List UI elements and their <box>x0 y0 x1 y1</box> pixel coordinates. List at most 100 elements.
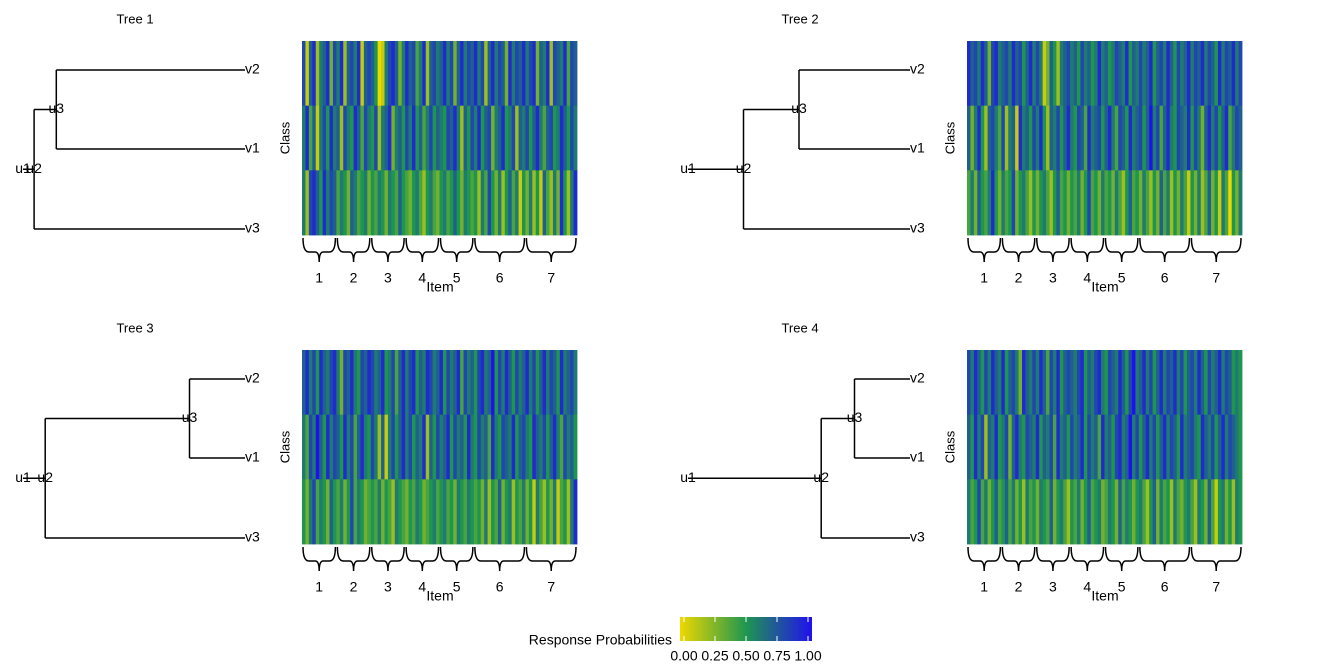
heatmap-cell <box>336 479 341 545</box>
heatmap-cell <box>339 105 344 171</box>
heatmap-cell <box>360 350 365 416</box>
heatmap-cell <box>539 350 544 416</box>
heatmap-cell <box>1145 105 1150 171</box>
heatmap-cell <box>559 414 564 480</box>
heatmap-cell <box>418 41 423 107</box>
heatmap-cell <box>412 414 416 480</box>
heatmap-cell <box>1056 105 1061 171</box>
heatmap-cell <box>559 105 564 171</box>
heatmap-cell <box>1022 41 1026 107</box>
heatmap-cell <box>308 170 313 236</box>
heatmap-cell <box>1183 414 1188 480</box>
heatmap-cell <box>384 350 389 416</box>
heatmap-cell <box>1104 105 1109 171</box>
node-label: u1 <box>15 469 31 485</box>
heatmap-cell <box>453 105 458 171</box>
heatmap-cell <box>546 350 550 416</box>
item-brace <box>525 546 577 572</box>
heatmap-cell <box>1187 479 1191 545</box>
heatmap-cell <box>436 414 440 480</box>
heatmap-cell <box>1001 170 1006 236</box>
heatmap-cell <box>1214 479 1219 545</box>
heatmap-cell <box>1032 350 1037 416</box>
heatmap-cell <box>967 105 971 171</box>
heatmap-cell <box>1001 479 1006 545</box>
heatmap-cell <box>436 479 440 545</box>
heatmap-cell <box>391 414 396 480</box>
heatmap-cell <box>412 479 416 545</box>
heatmap-cell <box>1180 414 1184 480</box>
heatmap-cell <box>977 350 982 416</box>
heatmap-cell <box>332 350 337 416</box>
item-label: 5 <box>453 579 461 595</box>
heatmap-cell <box>319 479 324 545</box>
heatmap-cell <box>1173 414 1178 480</box>
heatmap-cell <box>332 41 337 107</box>
heatmap-cell <box>370 479 375 545</box>
heatmap-cell <box>1166 170 1171 236</box>
heatmap-cell <box>525 105 530 171</box>
heatmap-cell <box>1094 170 1099 236</box>
heatmap-cell <box>394 105 399 171</box>
heatmap-cell <box>1214 105 1219 171</box>
heatmap-cell <box>363 105 368 171</box>
heatmap-cell <box>1063 479 1068 545</box>
heatmap-cell <box>1070 479 1074 545</box>
heatmap-cell <box>336 41 341 107</box>
x-axis-label: Item <box>1091 279 1118 295</box>
heatmap-cell <box>1214 414 1219 480</box>
heatmap-cell <box>1015 414 1019 480</box>
heatmap-cell <box>1197 414 1202 480</box>
heatmap-cell <box>1156 105 1160 171</box>
heatmap-cell <box>1011 41 1016 107</box>
heatmap-cell <box>1011 170 1016 236</box>
heatmap-cell <box>1159 479 1164 545</box>
heatmap-cell <box>1128 350 1133 416</box>
heatmap-cell <box>360 479 365 545</box>
heatmap-cell <box>449 170 454 236</box>
heatmap-cell <box>1162 105 1167 171</box>
heatmap-cell <box>522 170 526 236</box>
heatmap-cell <box>525 170 530 236</box>
heatmap-cell <box>305 414 310 480</box>
heatmap-cell <box>573 479 578 545</box>
heatmap-cell <box>1083 105 1088 171</box>
heatmap-cell <box>374 170 379 236</box>
heatmap-cell <box>542 479 547 545</box>
heatmap-cell <box>1011 350 1016 416</box>
heatmap-cell <box>1217 350 1222 416</box>
heatmap-cell <box>1224 41 1229 107</box>
heatmap-cell <box>970 105 975 171</box>
heatmap-cell <box>997 105 1002 171</box>
heatmap-cell <box>302 105 306 171</box>
heatmap-cell <box>442 350 447 416</box>
heatmap-cell <box>1114 41 1119 107</box>
item-label: 7 <box>547 579 555 595</box>
heatmap-cell <box>1107 414 1112 480</box>
heatmap-cell <box>346 105 351 171</box>
heatmap-cell <box>973 105 978 171</box>
heatmap-cell <box>508 479 513 545</box>
heatmap-cell <box>1169 479 1174 545</box>
heatmap-cell <box>535 41 540 107</box>
heatmap-cell <box>463 479 468 545</box>
heatmap-cell <box>370 170 375 236</box>
heatmap-cell <box>1190 170 1195 236</box>
heatmap-cell <box>377 414 382 480</box>
heatmap-cell <box>1025 414 1030 480</box>
item-brace <box>967 546 1002 572</box>
heatmap-cell <box>566 350 571 416</box>
heatmap-cell <box>480 170 485 236</box>
heatmap-cell <box>504 414 509 480</box>
heatmap-cell <box>522 414 526 480</box>
heatmap-cell <box>1207 105 1212 171</box>
heatmap-cell <box>374 41 379 107</box>
item-brace <box>336 237 371 263</box>
heatmap-cell <box>1008 41 1013 107</box>
heatmap-cell <box>1187 41 1191 107</box>
heatmap-cell <box>346 41 351 107</box>
heatmap-cell <box>1111 41 1116 107</box>
heatmap-cell <box>326 479 330 545</box>
heatmap-cell <box>1001 350 1006 416</box>
